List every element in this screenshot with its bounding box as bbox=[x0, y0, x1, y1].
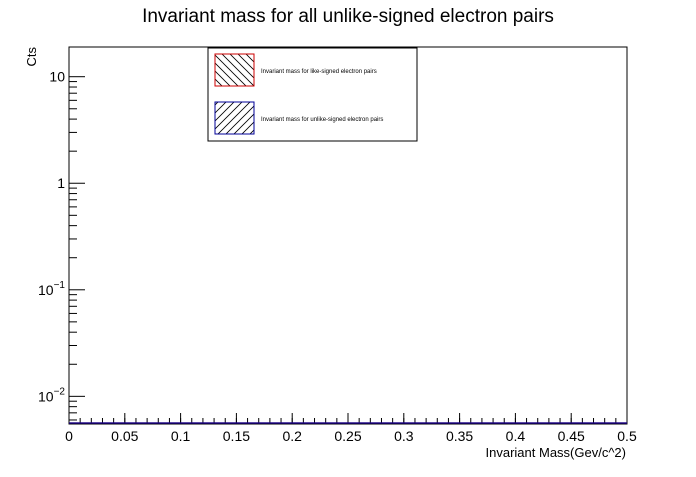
y-tick-label: 1 bbox=[57, 175, 65, 191]
x-tick-label: 0.35 bbox=[446, 428, 473, 444]
x-tick-label: 0.4 bbox=[506, 428, 526, 444]
x-tick-label: 0.1 bbox=[171, 428, 191, 444]
legend-swatch-unlike-signed bbox=[214, 101, 255, 135]
chart-title: Invariant mass for all unlike-signed ele… bbox=[142, 6, 554, 27]
x-axis-label: Invariant Mass(Gev/c^2) bbox=[486, 445, 626, 460]
x-tick-label: 0.15 bbox=[223, 428, 250, 444]
y-tick-label-exp: −2 bbox=[54, 386, 66, 397]
y-tick-label: 10 bbox=[49, 69, 65, 85]
y-axis-label: Cts bbox=[24, 47, 39, 67]
legend-label-like-signed: Invariant mass for like-signed electron … bbox=[261, 69, 377, 75]
legend: Invariant mass for like-signed electron … bbox=[207, 47, 418, 142]
x-axis: 0 0.05 0.1 0.15 0.2 0.25 0.3 0.35 0.4 0.45 0.5 bbox=[65, 413, 637, 444]
y-tick-label-base: 1 bbox=[57, 175, 65, 191]
y-tick-label: 10−2 bbox=[38, 386, 65, 404]
x-tick-label: 0.45 bbox=[558, 428, 585, 444]
x-tick-label: 0.3 bbox=[394, 428, 414, 444]
y-tick-label: 10−1 bbox=[38, 280, 65, 298]
legend-label-unlike-signed: Invariant mass for unlike-signed electro… bbox=[261, 117, 383, 123]
x-tick-label: 0.2 bbox=[282, 428, 302, 444]
y-tick-label-exp: −1 bbox=[54, 280, 66, 291]
y-tick-label-base: 10 bbox=[38, 282, 54, 298]
x-tick-label: 0.25 bbox=[334, 428, 361, 444]
legend-swatch-like-signed bbox=[214, 53, 255, 87]
x-tick-label: 0 bbox=[65, 428, 73, 444]
x-tick-label: 0.5 bbox=[617, 428, 637, 444]
y-tick-label-base: 10 bbox=[49, 69, 65, 85]
y-tick-label-base: 10 bbox=[38, 388, 54, 404]
x-tick-label: 0.05 bbox=[111, 428, 138, 444]
